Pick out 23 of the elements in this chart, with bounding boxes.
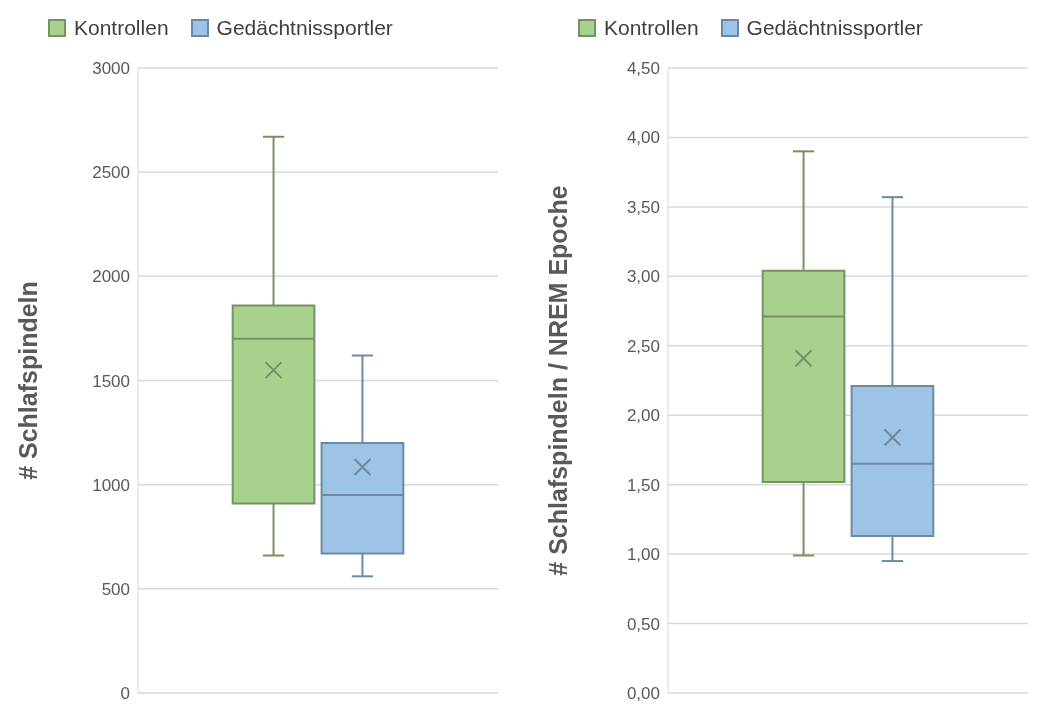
- y-tick-label: 1500: [92, 371, 130, 391]
- y-tick-label: 2500: [92, 163, 130, 183]
- y-tick-label: 2000: [92, 267, 130, 287]
- legend-label: Kontrollen: [604, 16, 699, 40]
- y-tick-label: 1000: [92, 475, 130, 495]
- y-tick-label: 3000: [92, 59, 130, 79]
- y-tick-label: 0,00: [626, 684, 660, 704]
- y-tick-label: 4,00: [626, 128, 660, 148]
- legend-label: Gedächtnissportler: [216, 16, 393, 40]
- y-tick-label: 4,50: [626, 59, 660, 79]
- y-tick-label: 2,00: [626, 406, 660, 426]
- y-tick-label: 0,50: [626, 614, 660, 634]
- legend-label: Kontrollen: [74, 16, 169, 40]
- y-tick-label: 500: [101, 579, 130, 599]
- legend-label: Gedächtnissportler: [746, 16, 923, 40]
- y-tick-label: 3,50: [626, 197, 660, 217]
- y-tick-label: 0: [120, 684, 130, 704]
- y-tick-label: 1,00: [626, 545, 660, 565]
- y-axis-title: # Schlafspindeln: [13, 281, 42, 480]
- y-axis-title: # Schlafspindeln / NREM Epoche: [543, 185, 572, 576]
- y-tick-label: 1,50: [626, 475, 660, 495]
- y-tick-label: 3,00: [626, 267, 660, 287]
- y-tick-label: 2,50: [626, 336, 660, 356]
